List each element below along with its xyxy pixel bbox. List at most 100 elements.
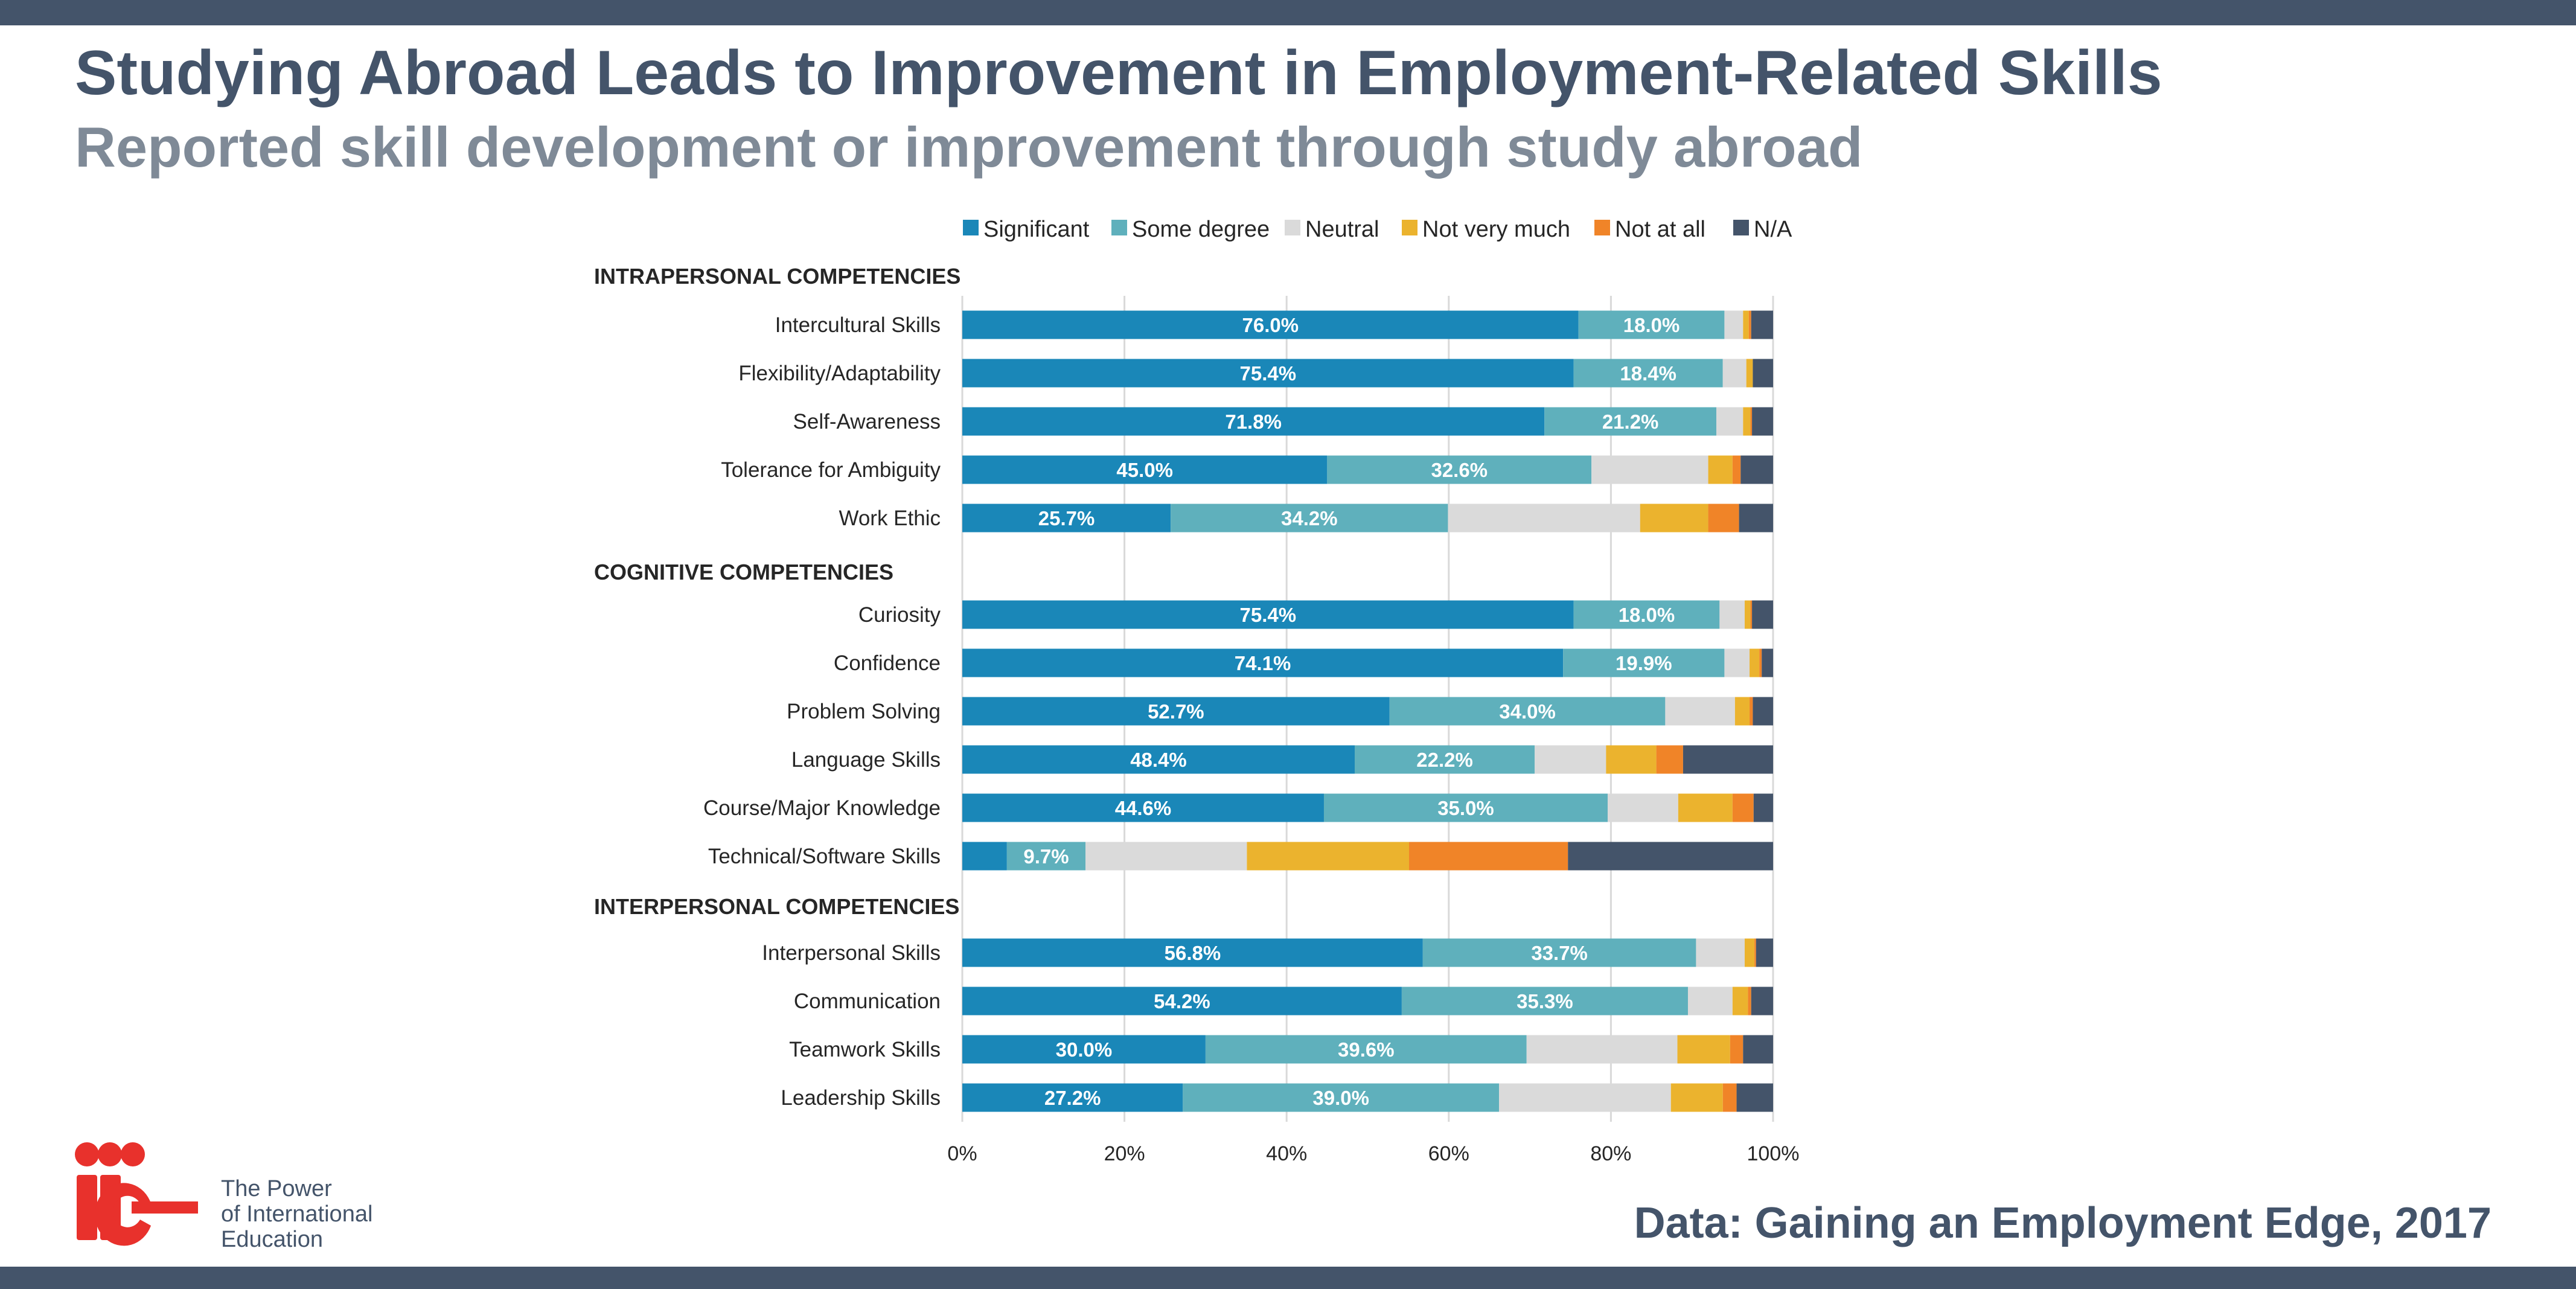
- x-tick-label: 100%: [1747, 1142, 1800, 1165]
- x-tick-label: 40%: [1266, 1142, 1307, 1165]
- data-label: 35.0%: [1437, 797, 1494, 819]
- bar-segment: [962, 842, 1007, 871]
- bar-segment: [1732, 455, 1741, 484]
- bar-segment: [1535, 745, 1606, 774]
- bar-segment: [1448, 504, 1640, 533]
- data-label: 75.4%: [1240, 604, 1297, 626]
- x-tick-label: 0%: [947, 1142, 977, 1165]
- bar-segment: [1739, 504, 1773, 533]
- bar-segment: [1578, 310, 1725, 339]
- bar-segment: [962, 310, 1579, 339]
- data-label: 21.2%: [1602, 411, 1659, 433]
- bar-segment: [1734, 697, 1750, 726]
- data-label: 44.6%: [1115, 797, 1172, 819]
- row-label: Teamwork Skills: [789, 1038, 941, 1061]
- bar-segment: [1205, 1035, 1527, 1064]
- row-label: Course/Major Knowledge: [703, 796, 941, 820]
- bar-segment: [1401, 987, 1688, 1016]
- data-label: 27.2%: [1044, 1087, 1101, 1109]
- data-label: 75.4%: [1240, 362, 1297, 385]
- bar-segment: [962, 1083, 1183, 1112]
- bar-segment: [962, 793, 1324, 822]
- bar-segment: [962, 987, 1402, 1016]
- legend-swatch: [1594, 220, 1610, 235]
- bar-segment: [1722, 1083, 1737, 1112]
- group-header: COGNITIVE COMPETENCIES: [594, 560, 893, 584]
- bar-segment: [962, 407, 1545, 436]
- bar-segment: [1708, 455, 1733, 484]
- bar-segment: [1743, 407, 1751, 436]
- data-label: 9.7%: [1023, 845, 1069, 868]
- bar-segment: [1327, 455, 1592, 484]
- chart-title: Studying Abroad Leads to Improvement in …: [75, 38, 2162, 108]
- row-label: Language Skills: [791, 748, 941, 772]
- legend-swatch: [963, 220, 979, 235]
- bar-segment: [1754, 938, 1756, 967]
- group-header: INTERPERSONAL COMPETENCIES: [594, 894, 959, 919]
- bar-segment: [1563, 648, 1725, 677]
- bar-segment: [1665, 697, 1735, 726]
- bar-segment: [1743, 310, 1749, 339]
- row-label: Confidence: [834, 651, 941, 675]
- bar-segment: [962, 938, 1423, 967]
- bar-segment: [1732, 987, 1748, 1016]
- bottom-band: [0, 1267, 2576, 1289]
- bar-segment: [1573, 600, 1720, 629]
- data-label: 48.4%: [1130, 749, 1187, 771]
- bar-segment: [1724, 648, 1750, 677]
- data-label: 25.7%: [1038, 507, 1095, 529]
- legend-label: N/A: [1754, 217, 1792, 242]
- legend-label: Not very much: [1422, 217, 1570, 242]
- bar-segment: [1389, 697, 1666, 726]
- bar-segment: [1683, 745, 1773, 774]
- bar-segment: [1355, 745, 1535, 774]
- bar-segment: [1670, 1083, 1723, 1112]
- x-tick-label: 60%: [1428, 1142, 1469, 1165]
- bar-segment: [1640, 504, 1708, 533]
- x-tick-label: 20%: [1104, 1142, 1145, 1165]
- bar-segment: [962, 745, 1355, 774]
- bar-segment: [1762, 648, 1773, 677]
- bar-segment: [1724, 310, 1743, 339]
- data-label: 19.9%: [1616, 652, 1672, 674]
- row-label: Flexibility/Adaptability: [738, 362, 941, 385]
- group-header: INTRAPERSONAL COMPETENCIES: [594, 264, 960, 289]
- bar-segment: [1753, 793, 1773, 822]
- row-label: Leadership Skills: [781, 1086, 941, 1110]
- bar-segment: [1568, 842, 1773, 871]
- bar-segment: [1753, 359, 1773, 388]
- bar-segment: [962, 359, 1574, 388]
- iie-logo-icon: [75, 1142, 198, 1246]
- logo-line-3: Education: [221, 1227, 324, 1252]
- row-label: Tolerance for Ambiguity: [721, 458, 941, 482]
- bar-segment: [1656, 745, 1683, 774]
- bar-segment: [1753, 697, 1773, 726]
- x-tick-label: 80%: [1590, 1142, 1631, 1165]
- legend-swatch: [1733, 220, 1749, 235]
- bar-segment: [1746, 359, 1753, 388]
- bar-segment: [1730, 1035, 1743, 1064]
- bar-segment: [1752, 600, 1773, 629]
- data-label: 54.2%: [1154, 990, 1210, 1012]
- bar-segment: [1247, 842, 1409, 871]
- logo-line-2: of International: [221, 1201, 373, 1227]
- row-label: Work Ethic: [839, 507, 941, 530]
- bar-segment: [1526, 1035, 1678, 1064]
- logo-tagline: The Power of International Education: [221, 1176, 414, 1252]
- legend-swatch: [1402, 220, 1417, 235]
- bar-segment: [1677, 1035, 1730, 1064]
- bar-segment: [1750, 600, 1753, 629]
- data-label: 45.0%: [1116, 459, 1173, 481]
- bar-segment: [1499, 1083, 1671, 1112]
- row-label: Curiosity: [858, 603, 941, 627]
- row-label: Technical/Software Skills: [708, 845, 941, 868]
- bar-segment: [1722, 359, 1747, 388]
- bar-segment: [1608, 793, 1678, 822]
- data-label: 22.2%: [1416, 749, 1473, 771]
- bar-segment: [1750, 648, 1760, 677]
- bar-segment: [1422, 938, 1696, 967]
- data-source: Data: Gaining an Employment Edge, 2017: [1634, 1199, 2491, 1247]
- bar-segment: [1006, 842, 1086, 871]
- bar-segment: [962, 600, 1574, 629]
- bar-segment: [1750, 697, 1753, 726]
